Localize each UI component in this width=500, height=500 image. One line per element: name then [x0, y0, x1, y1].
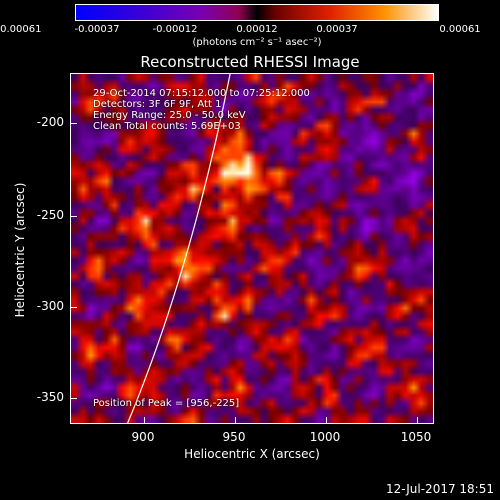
- timestamp: 12-Jul-2017 18:51: [385, 482, 494, 496]
- y-tick-mark: [71, 307, 77, 308]
- info-time-range: 29-Oct-2014 07:15:12.000 to 07:25:12.000: [93, 88, 310, 99]
- x-axis-label: Heliocentric X (arcsec): [184, 447, 320, 461]
- x-tick-label: 1000: [309, 430, 341, 444]
- info-detectors: Detectors: 3F 6F 9F, Att 1: [93, 99, 222, 110]
- x-tick-label: 900: [131, 430, 155, 444]
- peak-position: Position of Peak = [956,-225]: [93, 398, 240, 409]
- rhessi-image-panel: 29-Oct-2014 07:15:12.000 to 07:25:12.000…: [70, 73, 434, 424]
- rhessi-image: [71, 74, 433, 423]
- y-tick-mark: [71, 123, 77, 124]
- plot-title: Reconstructed RHESSI Image: [140, 53, 360, 71]
- x-tick-mark: [417, 417, 418, 423]
- info-energy-range: Energy Range: 25.0 - 50.0 keV: [93, 110, 246, 121]
- y-tick-mark: [71, 398, 77, 399]
- x-tick-label: 1050: [400, 430, 432, 444]
- y-tick-mark: [71, 216, 77, 217]
- y-tick-label: -350: [36, 390, 64, 404]
- y-tick-label: -200: [36, 115, 64, 129]
- colorbar-tick-label: 0.00061: [439, 24, 481, 35]
- colorbar-tick-label: -0.00061: [0, 24, 42, 35]
- colorbar-unit-label: (photons cm⁻² s⁻¹ asec⁻²): [192, 37, 322, 48]
- solar-limb-line: [127, 74, 231, 423]
- x-tick-mark: [235, 417, 236, 423]
- colorbar-tick-label: -0.00037: [74, 24, 120, 35]
- y-tick-label: -250: [36, 208, 64, 222]
- x-tick-label: 950: [222, 430, 246, 444]
- info-total-counts: Clean Total counts: 5.69E+03: [93, 121, 241, 132]
- colorbar-tick-label: 0.00037: [316, 24, 358, 35]
- colorbar: [75, 4, 439, 21]
- colorbar-tick-label: -0.00012: [152, 24, 198, 35]
- x-tick-mark: [326, 417, 327, 423]
- y-tick-label: -300: [36, 299, 64, 313]
- y-axis-label: Heliocentric Y (arcsec): [13, 182, 27, 318]
- colorbar-tick-label: 0.00012: [236, 24, 278, 35]
- x-tick-mark: [144, 417, 145, 423]
